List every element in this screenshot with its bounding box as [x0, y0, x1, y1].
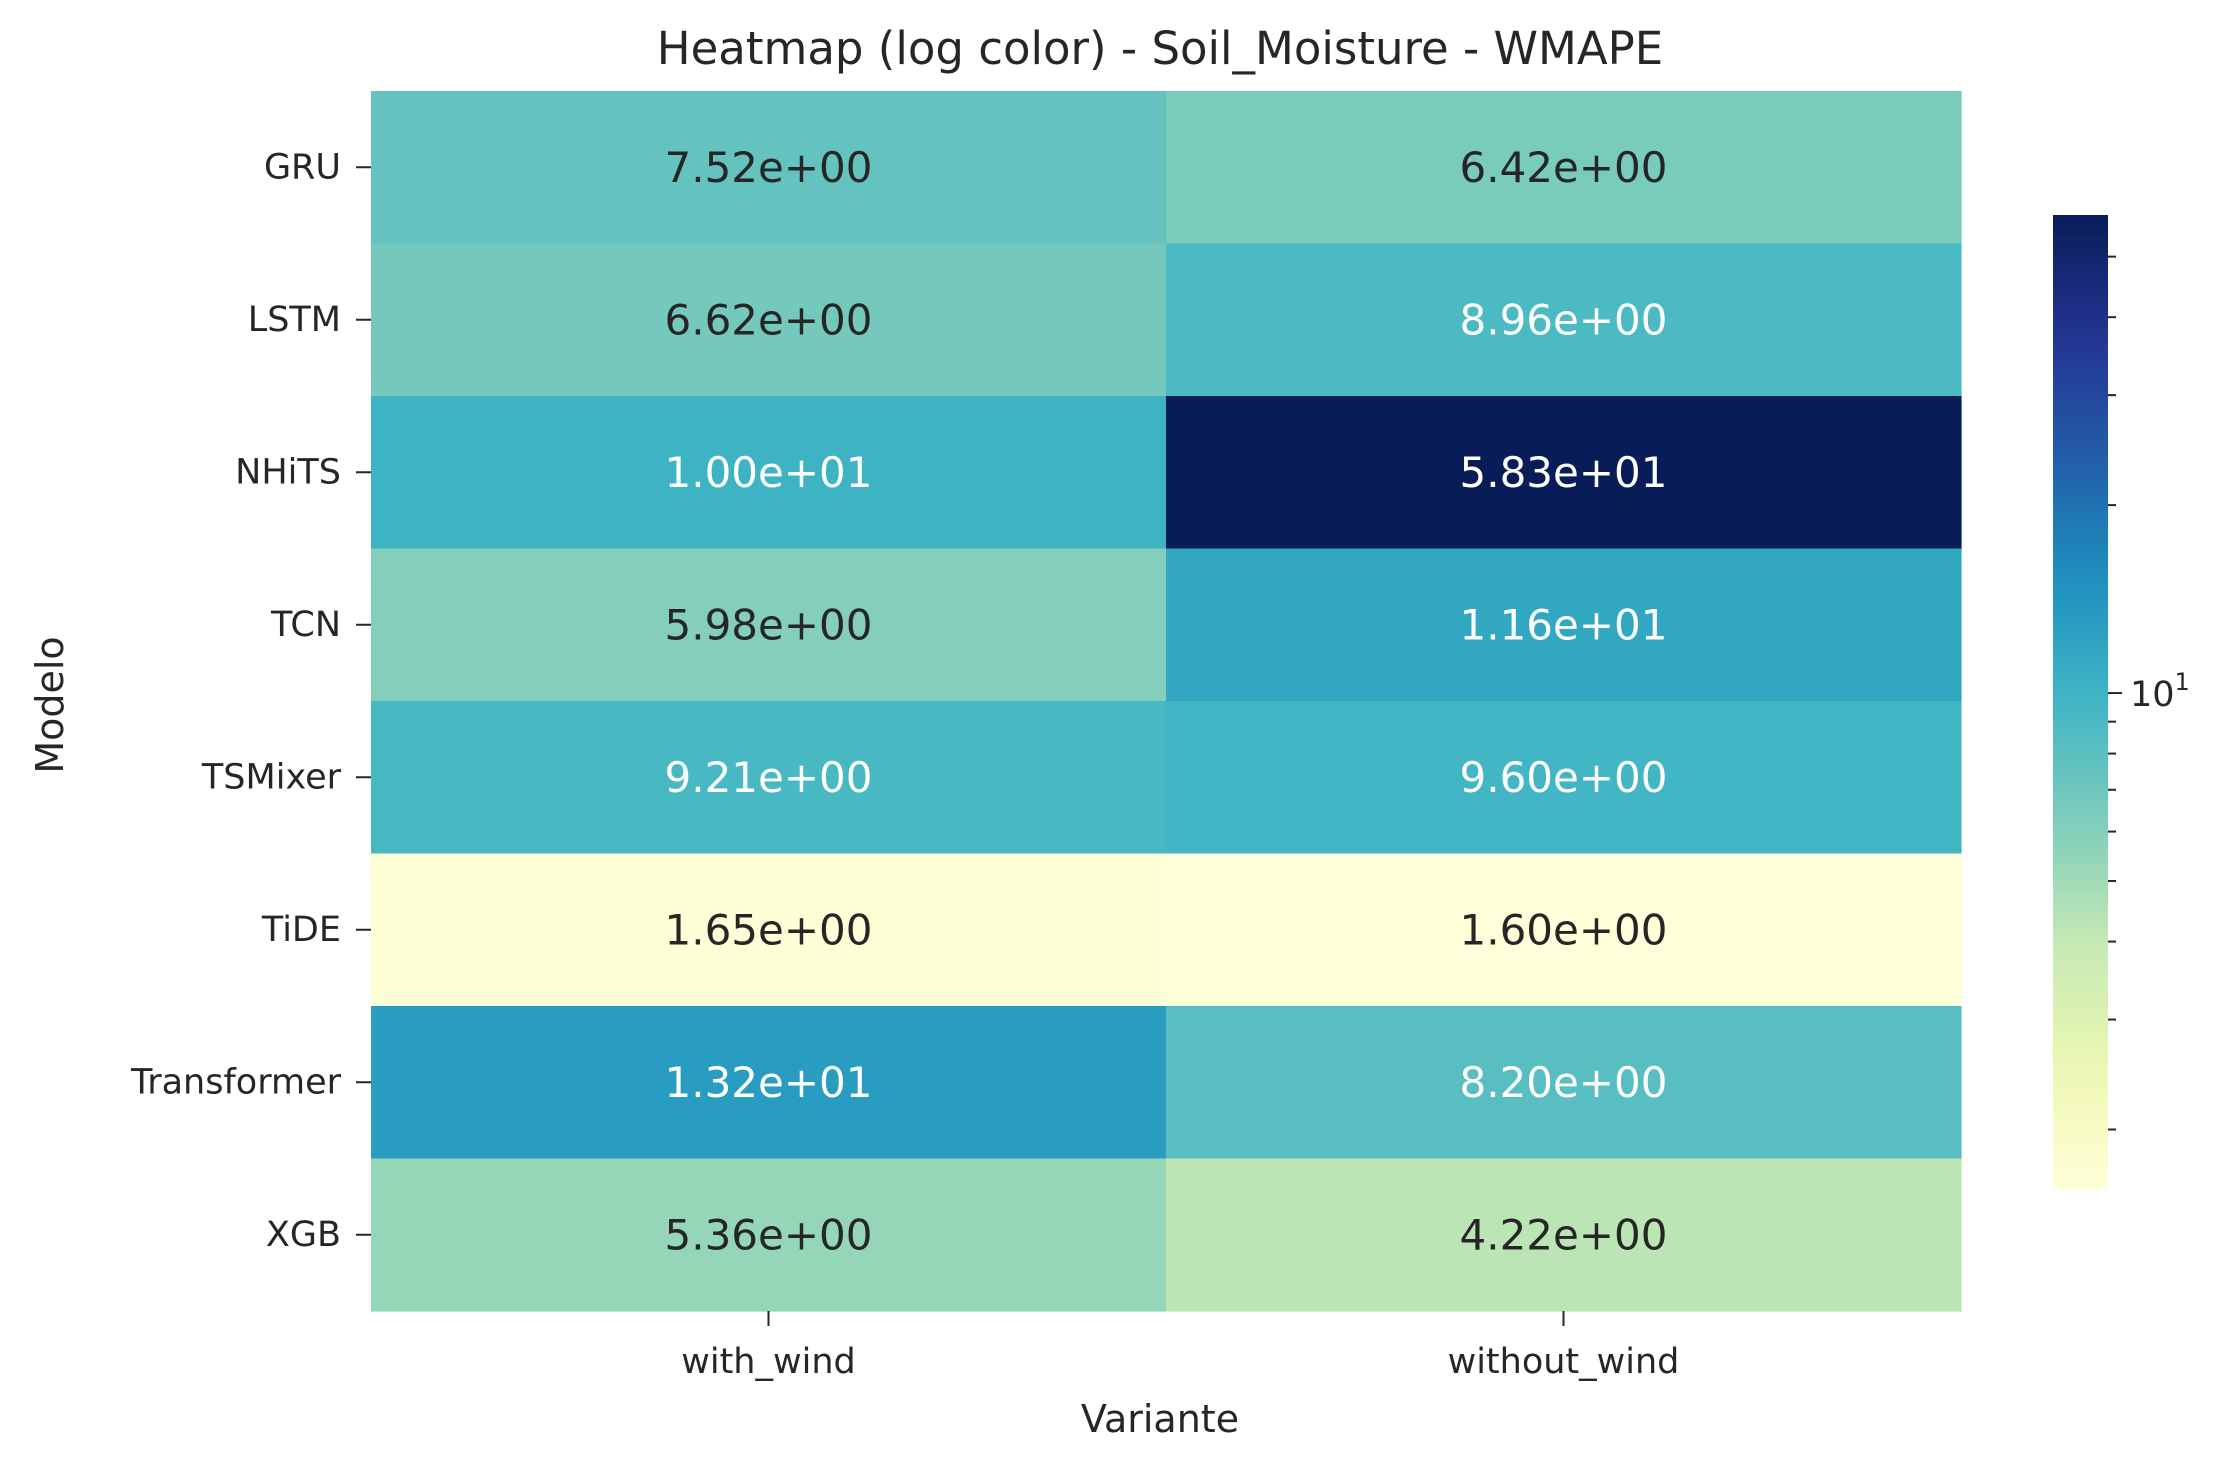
cell-value-label: 1.16e+01 — [1460, 600, 1668, 649]
colorbar-tick-label: 101 — [2130, 668, 2190, 715]
cell-value-label: 5.98e+00 — [665, 600, 873, 649]
cell-value-label: 1.65e+00 — [665, 905, 873, 954]
cell-value-label: 9.60e+00 — [1460, 753, 1668, 802]
cell-value-label: 4.22e+00 — [1460, 1210, 1668, 1259]
heatmap-cell — [371, 701, 1167, 855]
cell-value-label: 1.32e+01 — [665, 1058, 873, 1107]
x-tick-label: with_wind — [681, 1342, 856, 1382]
heatmap-cell — [371, 1006, 1167, 1160]
heatmap-cell — [1166, 701, 1962, 855]
colorbar: 101 — [2053, 215, 2190, 1190]
y-tick-label: TiDE — [261, 910, 341, 950]
y-tick-label: LSTM — [248, 300, 341, 340]
cell-value-label: 1.60e+00 — [1460, 905, 1668, 954]
cell-value-label: 7.52e+00 — [665, 143, 873, 192]
cell-annotations: 7.52e+00 6.42e+00 6.62e+00 8.96e+00 1.00e+01… — [665, 143, 1668, 1260]
heatmap-cell — [371, 396, 1167, 550]
cell-value-label: 5.83e+01 — [1460, 448, 1668, 497]
heatmap-cell — [1166, 396, 1962, 550]
heatmap-cell — [1166, 548, 1962, 702]
y-tick-label: XGB — [266, 1215, 341, 1255]
heatmap-cell — [371, 1158, 1167, 1312]
colorbar-ticks: 101 — [2108, 255, 2190, 1131]
heatmap-cell — [1166, 91, 1962, 245]
y-axis: GRU LSTM NHiTS TCN TSMixer TiDE Transformer XGB — [130, 147, 371, 1255]
y-tick-label: Transformer — [130, 1062, 342, 1102]
y-tick-label: NHiTS — [235, 452, 341, 492]
cell-value-label: 8.96e+00 — [1460, 295, 1668, 344]
y-tick-label: GRU — [264, 147, 341, 187]
heatmap-cell — [371, 91, 1167, 245]
y-tick-label: TSMixer — [201, 757, 342, 797]
cell-value-label: 6.62e+00 — [665, 295, 873, 344]
heatmap-cell — [1166, 853, 1962, 1007]
heatmap-cell — [1166, 243, 1962, 397]
x-axis: with_wind without_wind — [681, 1311, 1679, 1382]
colorbar-gradient — [2053, 215, 2108, 1190]
heatmap-cell — [371, 548, 1167, 702]
y-tick-label: TCN — [270, 605, 341, 645]
heatmap-cells — [371, 91, 1962, 1312]
cell-value-label: 9.21e+00 — [665, 753, 873, 802]
x-axis-label: Variante — [1081, 1397, 1239, 1441]
heatmap-cell — [1166, 1158, 1962, 1312]
cell-value-label: 8.20e+00 — [1460, 1058, 1668, 1107]
cell-value-label: 5.36e+00 — [665, 1210, 873, 1259]
x-tick-label: without_wind — [1448, 1342, 1680, 1382]
cell-value-label: 1.00e+01 — [665, 448, 873, 497]
cell-value-label: 6.42e+00 — [1460, 143, 1668, 192]
heatmap-cell — [371, 853, 1167, 1007]
y-axis-label: Modelo — [28, 636, 72, 773]
heatmap-cell — [1166, 1006, 1962, 1160]
chart-title: Heatmap (log color) - Soil_Moisture - WM… — [657, 22, 1663, 75]
heatmap-cell — [371, 243, 1167, 397]
